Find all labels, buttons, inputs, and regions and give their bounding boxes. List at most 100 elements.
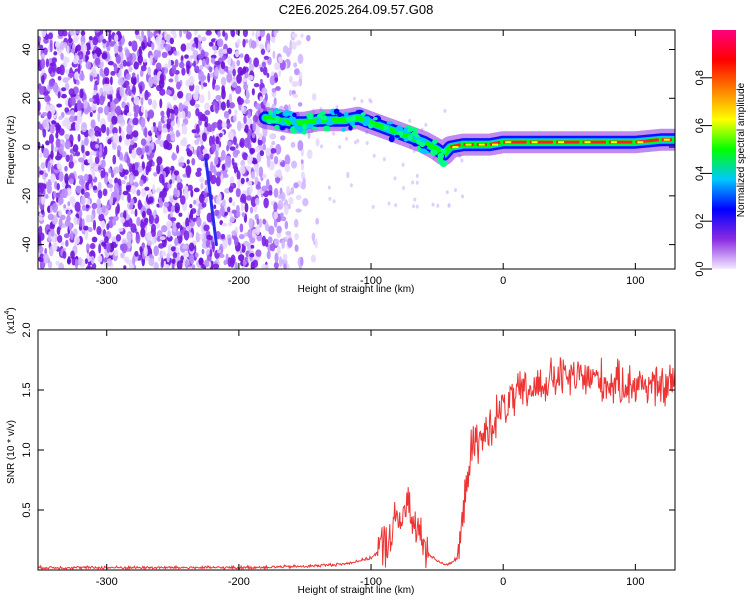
noise-blob [260, 48, 266, 55]
noise-blob [411, 180, 415, 185]
noise-blob [202, 82, 208, 87]
noise-blob [63, 233, 70, 239]
noise-blob [332, 199, 336, 204]
noise-blob [280, 135, 286, 141]
noise-blob [263, 197, 269, 209]
noise-blob [415, 204, 419, 209]
noise-blob [93, 30, 101, 33]
noise-blob [92, 219, 97, 231]
noise-blob [235, 205, 240, 214]
noise-blob [146, 240, 153, 246]
noise-blob [311, 93, 317, 101]
noise-blob [123, 265, 127, 269]
noise-blob [79, 72, 85, 81]
noise-blob [172, 221, 177, 233]
noise-blob [61, 120, 68, 127]
noise-blob [146, 232, 152, 241]
noise-blob [181, 136, 188, 147]
noise-blob [292, 93, 299, 99]
noise-blob [105, 204, 110, 210]
noise-blob [95, 57, 101, 66]
noise-blob [175, 247, 180, 254]
noise-blob [291, 41, 297, 50]
snr-series-line [38, 357, 675, 570]
noise-blob [47, 179, 52, 184]
noise-blob [240, 122, 246, 129]
noise-blob [238, 234, 245, 240]
noise-blob [273, 187, 279, 198]
noise-blob [198, 70, 205, 82]
noise-blob [100, 170, 106, 178]
noise-blob [268, 133, 276, 140]
snr-y-tick-label: 2.0 [21, 322, 33, 337]
noise-blob [221, 201, 226, 206]
noise-blob [64, 107, 70, 113]
noise-blob [38, 235, 42, 244]
noise-blob [84, 229, 89, 241]
snr-y-tick-label: 1.0 [21, 442, 33, 457]
noise-blob [248, 217, 253, 229]
noise-blob [261, 263, 267, 269]
noise-blob [113, 249, 119, 257]
noise-blob [271, 87, 277, 93]
noise-blob [264, 93, 268, 102]
noise-blob [188, 242, 195, 252]
noise-blob [58, 128, 65, 136]
noise-blob [286, 185, 290, 197]
noise-blob [112, 62, 117, 67]
noise-blob [250, 171, 256, 180]
signal-blob [415, 139, 421, 144]
noise-blob [97, 111, 101, 122]
noise-blob [142, 58, 148, 63]
noise-blob [163, 139, 170, 150]
noise-blob [38, 44, 44, 50]
noise-blob [68, 222, 73, 231]
snr-frame [37, 329, 676, 571]
noise-blob [100, 123, 107, 134]
noise-blob [296, 40, 302, 46]
noise-blob [249, 206, 254, 214]
signal-blob [343, 111, 349, 117]
noise-blob [73, 216, 78, 226]
noise-blob [53, 191, 57, 198]
noise-blob [130, 210, 135, 215]
noise-blob [230, 30, 235, 37]
noise-blob [222, 49, 228, 54]
noise-blob [207, 90, 211, 101]
noise-blob [261, 61, 267, 68]
noise-blob [87, 263, 91, 269]
noise-blob [58, 209, 62, 217]
noise-blob [111, 115, 118, 125]
noise-blob [77, 63, 81, 75]
noise-blob [254, 103, 262, 110]
signal-blob [432, 139, 438, 145]
noise-blob [130, 223, 137, 233]
noise-blob [61, 188, 68, 199]
noise-blob [393, 176, 397, 181]
colorbar-tick-label: 0.2 [694, 214, 706, 229]
noise-blob [38, 100, 41, 111]
noise-blob [262, 143, 267, 151]
noise-blob [245, 195, 253, 201]
noise-blob [55, 124, 62, 131]
noise-blob [259, 78, 263, 84]
noise-blob [273, 173, 278, 178]
noise-blob [266, 43, 271, 52]
noise-blob [431, 202, 435, 207]
noise-blob [246, 154, 253, 165]
spectrogram-y-label: Frequency (Hz) [6, 116, 17, 185]
noise-blob [145, 165, 149, 176]
noise-blob [61, 241, 65, 247]
noise-blob [109, 94, 113, 103]
noise-blob [284, 220, 289, 230]
noise-blob [241, 77, 248, 83]
noise-blob [214, 60, 221, 66]
noise-blob [182, 30, 188, 35]
noise-blob [39, 152, 43, 158]
noise-blob [172, 32, 177, 39]
noise-blob [120, 217, 126, 224]
noise-blob [135, 147, 143, 156]
noise-blob [183, 185, 189, 191]
noise-blob [127, 89, 132, 97]
noise-blob [189, 204, 193, 209]
